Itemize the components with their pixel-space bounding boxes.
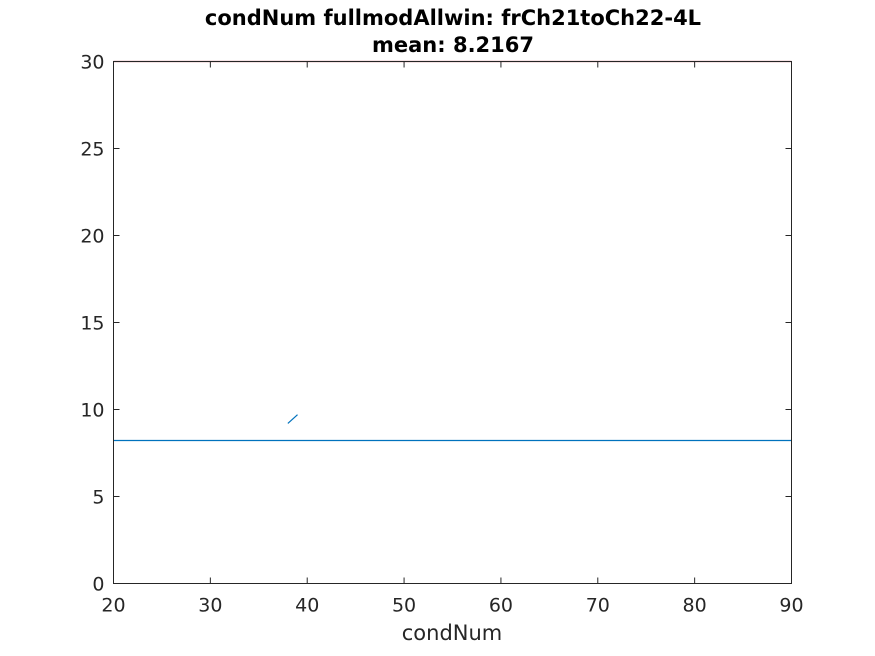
x-tick-label: 80: [683, 595, 707, 617]
chart-subtitle: mean: 8.2167: [372, 33, 534, 57]
y-tick-label: 15: [80, 313, 104, 335]
y-tick-label: 0: [92, 574, 104, 596]
y-tick-label: 25: [80, 139, 104, 161]
x-tick-label: 50: [392, 595, 416, 617]
x-tick-label: 30: [198, 595, 222, 617]
y-tick-label: 10: [80, 400, 104, 422]
plot-area: [113, 61, 792, 584]
x-tick-label: 20: [101, 595, 125, 617]
chart-title: condNum fullmodAllwin: frCh21toCh22-4L: [205, 6, 701, 30]
x-tick-label: 60: [489, 595, 513, 617]
y-tick-label: 30: [80, 52, 104, 74]
series-line-0: [287, 414, 298, 424]
x-tick-label: 40: [295, 595, 319, 617]
ticks-layer: 20 30 40 50 60 70 80 90 0 5 10 15 20 25 30: [80, 52, 803, 617]
x-tick-label: 70: [586, 595, 610, 617]
x-axis-label: condNum: [402, 621, 503, 645]
x-tick-label: 90: [779, 595, 803, 617]
y-tick-label: 5: [92, 487, 104, 509]
y-tick-label: 20: [80, 226, 104, 248]
